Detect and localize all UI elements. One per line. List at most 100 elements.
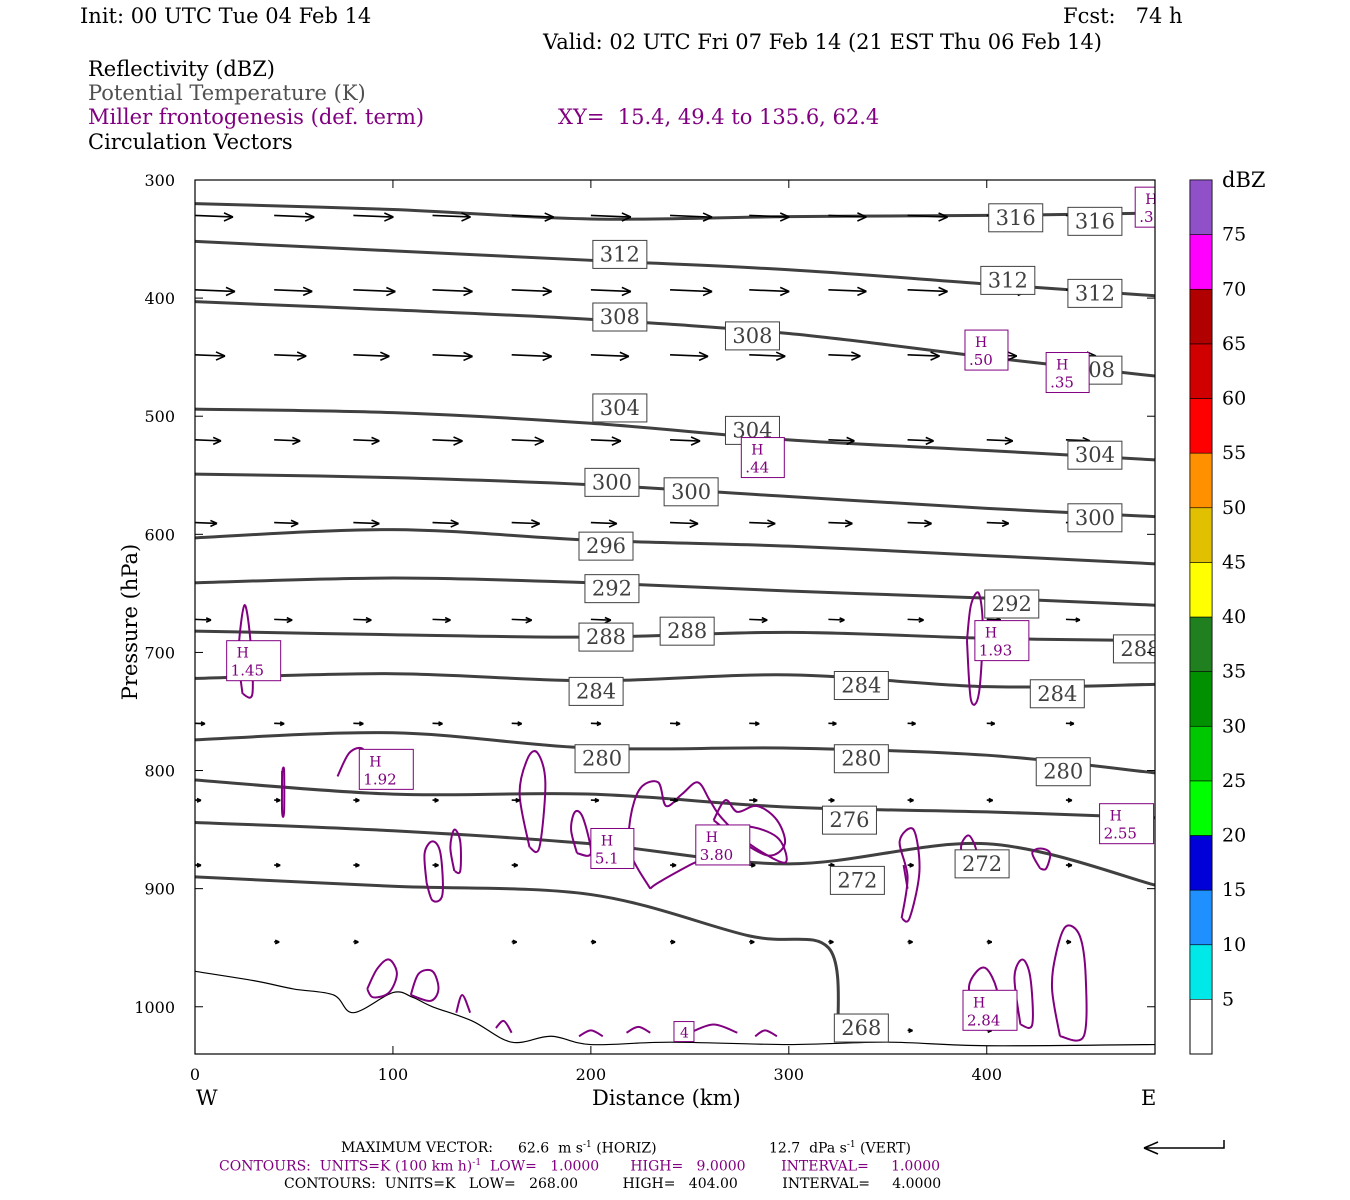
frontogenesis-max-value: 1.92 — [363, 770, 396, 788]
isentrope-label-box — [1029, 679, 1085, 709]
vector-head — [670, 939, 676, 945]
vector-head — [611, 436, 622, 446]
circulation-vector — [986, 721, 996, 727]
isentrope-label-text: 300 — [592, 470, 632, 494]
vector-shaft — [432, 521, 459, 525]
isentrope-label-box — [821, 805, 877, 835]
x-tick-label: 200 — [576, 1065, 607, 1084]
circulation-vector — [274, 939, 280, 945]
vector-head — [925, 436, 934, 446]
vector-head — [608, 519, 618, 528]
vector-shaft — [907, 439, 934, 442]
isentrope-296 — [195, 528, 1155, 566]
circulation-vector — [907, 617, 924, 623]
isentrope-label: 300 — [663, 477, 719, 507]
vector-shaft — [432, 439, 463, 442]
circulation-vector — [590, 212, 632, 222]
isentrope-label: 280 — [833, 744, 889, 774]
circulation-vector — [749, 351, 786, 362]
isentrope-label-text: 280 — [1043, 760, 1083, 784]
frontogenesis-contour — [1050, 924, 1088, 1042]
frontogenesis-max-box — [964, 329, 1009, 371]
vector-head — [365, 616, 372, 624]
vector-head — [857, 212, 867, 222]
vector-shaft — [749, 354, 786, 358]
field-theta: Potential Temperature (K) — [88, 81, 366, 105]
circulation-vector — [511, 721, 523, 727]
isentrope-label-text: 304 — [600, 396, 640, 420]
circulation-vector — [274, 616, 293, 624]
colorbar-swatch — [1189, 452, 1213, 509]
frontogenesis-contour — [1013, 958, 1034, 1029]
vector-head — [438, 721, 443, 727]
isentrope-272 — [195, 821, 1155, 887]
colorbar-swatch — [1189, 780, 1213, 836]
vector-head — [846, 436, 855, 446]
max-vector-label: MAXIMUM VECTOR: — [341, 1140, 493, 1156]
circulation-vector — [274, 351, 307, 361]
circulation-vector — [907, 519, 932, 528]
vector-shaft — [749, 214, 790, 218]
frontogenesis-max-label: H.44 — [740, 437, 785, 479]
circulation-vector — [986, 797, 994, 803]
isentrope-label-box — [568, 676, 624, 706]
vector-head — [210, 519, 218, 528]
circulation-vector — [1065, 862, 1073, 868]
isentrope-label-text: 272 — [837, 868, 877, 892]
vector-head — [461, 212, 471, 222]
isentrope-label-box — [954, 849, 1010, 879]
vector-shaft — [907, 289, 948, 293]
vector-shaft — [353, 521, 380, 525]
frontogenesis-max-box — [1134, 186, 1155, 228]
isentrope-label-text: 316 — [1075, 209, 1115, 233]
circulation-vector — [828, 797, 835, 803]
y-tick-label: 1000 — [134, 998, 175, 1017]
isentrope-label-box — [984, 589, 1040, 619]
colorbar-swatch — [1189, 616, 1213, 672]
vector-head — [918, 617, 924, 623]
isentrope-label-box — [833, 671, 889, 701]
circulation-vector — [432, 721, 443, 727]
frontogenesis-max-value: 3.80 — [700, 846, 733, 864]
circulation-vector — [590, 286, 632, 297]
isentrope-284 — [195, 672, 1155, 689]
circulation-vector — [749, 286, 790, 297]
isentrope-label: 280 — [574, 744, 630, 774]
frontogenesis-contour — [626, 1025, 651, 1034]
vector-shaft — [432, 618, 451, 621]
colorbar-label: 25 — [1222, 770, 1246, 792]
circulation-vector — [274, 797, 281, 803]
circulation-vector — [986, 436, 1014, 446]
isentrope-label-text: 288 — [586, 625, 626, 649]
isentrope-label-text: 272 — [962, 852, 1002, 876]
isentrope-label: 284 — [568, 676, 624, 706]
colorbar-swatch — [1189, 671, 1213, 727]
isentrope-label: 304 — [1067, 440, 1123, 470]
isentrope-label-box — [833, 744, 889, 774]
vector-shaft — [353, 214, 394, 218]
vector-shaft — [432, 354, 473, 358]
frontogenesis-contour — [423, 840, 444, 903]
circulation-vector — [353, 862, 360, 868]
vector-shaft — [195, 354, 226, 357]
isentrope-label-box — [584, 467, 640, 497]
isentrope-label-box — [829, 865, 885, 895]
frontogenesis-contour — [570, 810, 592, 857]
vector-head — [1004, 436, 1014, 446]
isentrope-label-text: 304 — [1075, 443, 1115, 467]
reference-vector-icon — [1143, 1140, 1225, 1155]
circulation-vector — [353, 286, 396, 297]
vector-head — [384, 212, 394, 222]
vector-shaft — [670, 214, 713, 218]
circulation-vector — [670, 519, 699, 529]
vector-head — [924, 519, 932, 528]
isentrope-label-text: 296 — [586, 534, 626, 558]
x-tick-label: 0 — [190, 1065, 200, 1084]
frontogenesis-contour — [902, 864, 909, 889]
vector-head — [761, 616, 768, 624]
vector-shaft — [274, 521, 299, 525]
vector-shaft — [749, 289, 790, 293]
vector-head — [829, 939, 834, 945]
isentrope-label: 284 — [1029, 679, 1085, 709]
vector-shaft — [828, 618, 845, 621]
